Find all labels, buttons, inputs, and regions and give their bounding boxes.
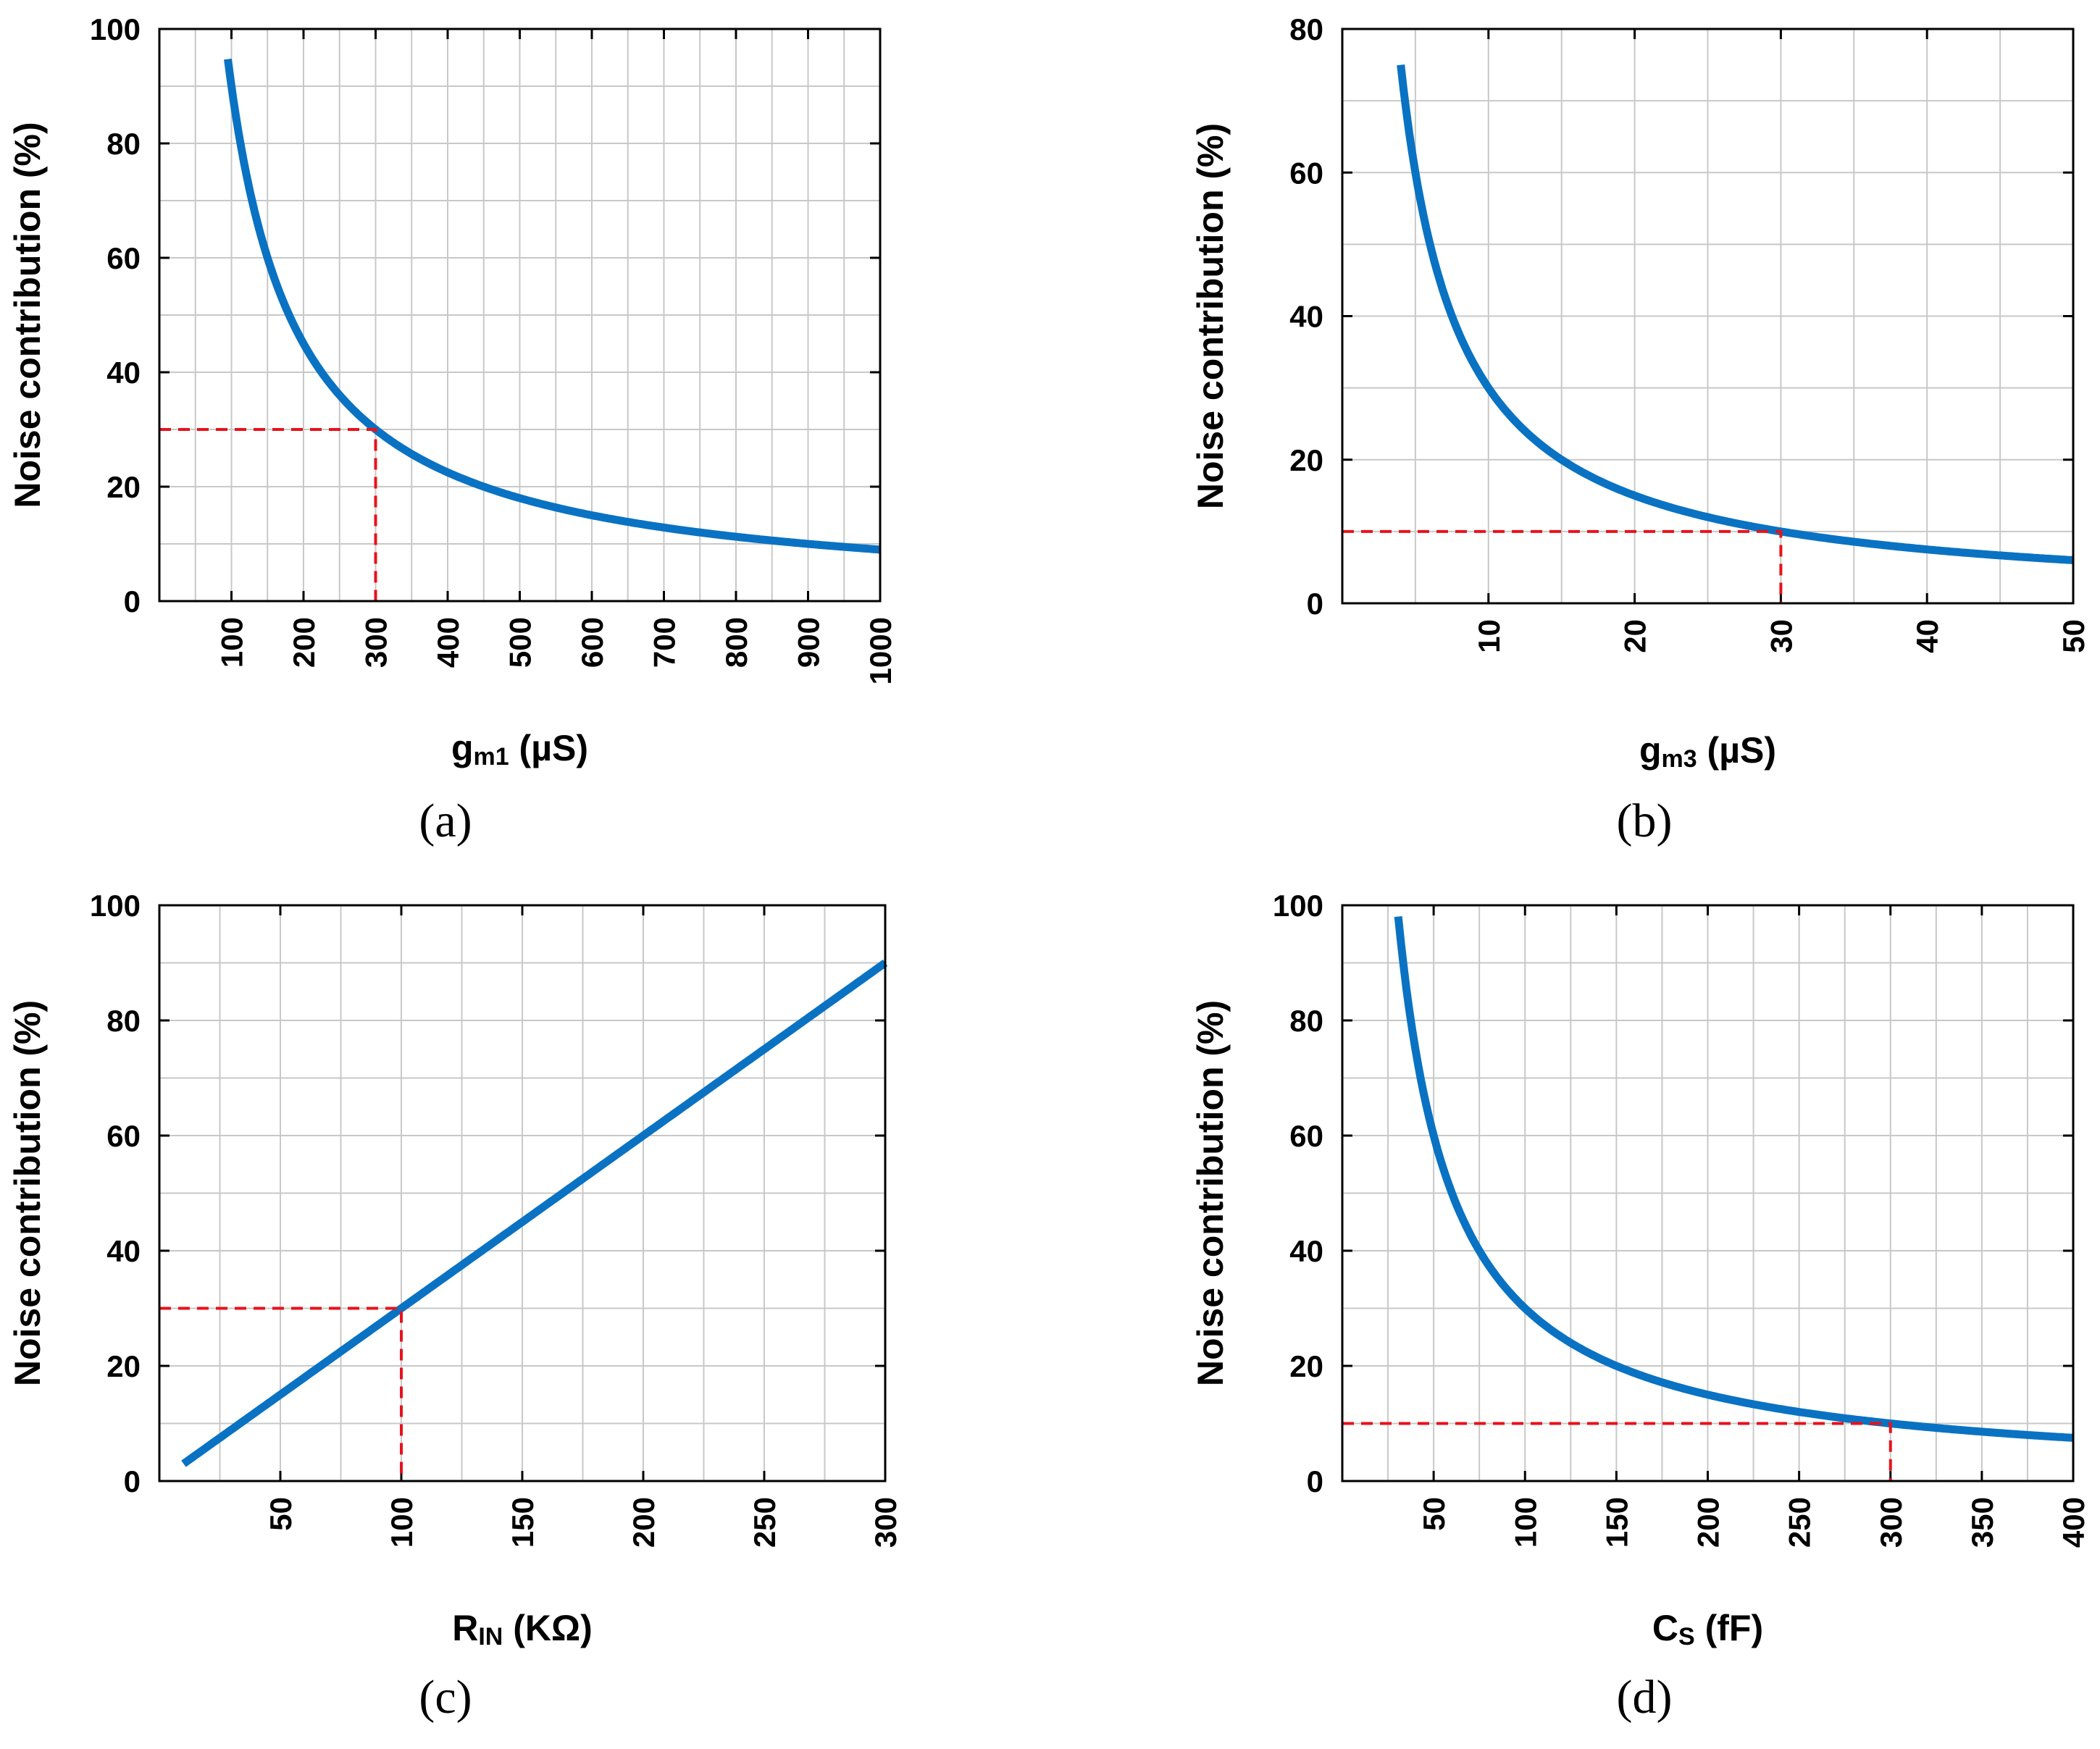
x-tick-label: 250	[748, 1497, 782, 1548]
x-tick-label: 600	[575, 617, 609, 668]
panel-caption: (d)	[1617, 1671, 1673, 1724]
x-axis-title-unit: (fF)	[1695, 1608, 1763, 1648]
x-tick-label: 700	[648, 617, 682, 668]
y-tick-label: 0	[124, 1464, 141, 1498]
x-tick-label: 10	[1472, 619, 1506, 653]
y-tick-label: 100	[90, 12, 141, 46]
x-tick-label: 350	[1965, 1497, 1999, 1548]
panel-caption: (b)	[1617, 794, 1673, 847]
x-tick-label: 40	[1910, 619, 1944, 653]
x-axis-title-subscript: m1	[474, 743, 509, 771]
x-tick-label: 150	[506, 1497, 540, 1548]
x-axis-title-subscript: S	[1678, 1623, 1695, 1651]
x-axis-title-subscript: m3	[1662, 745, 1697, 773]
x-tick-label: 400	[431, 617, 465, 668]
x-tick-label: 300	[1874, 1497, 1908, 1548]
x-tick-label: 1000	[863, 617, 898, 684]
x-tick-label: 50	[2057, 619, 2091, 653]
x-axis-title: gm1 (µS)	[451, 728, 588, 771]
y-tick-label: 40	[1289, 300, 1323, 334]
operating-point-marker	[1342, 529, 1783, 603]
noise-series-line	[1394, 916, 2075, 1442]
operating-point-marker	[159, 428, 377, 601]
y-tick-label: 80	[1289, 12, 1323, 46]
x-axis-title: gm3 (µS)	[1639, 730, 1776, 773]
y-tick-label: 20	[1289, 443, 1323, 477]
plot-frame	[158, 28, 882, 603]
x-tick-label: 150	[1599, 1497, 1633, 1548]
x-tick-label: 200	[627, 1497, 661, 1548]
noise-series-line	[181, 960, 888, 1467]
x-axis-title-unit: (KΩ)	[503, 1608, 592, 1648]
x-tick-label: 400	[2057, 1497, 2091, 1548]
y-axis-title: Noise contribution (%)	[1190, 123, 1231, 509]
panel-caption: (c)	[419, 1671, 472, 1724]
y-tick-label: 60	[1289, 156, 1323, 190]
x-tick-label: 200	[1691, 1497, 1725, 1548]
x-axis-title-unit: (µS)	[1697, 730, 1776, 771]
y-tick-label: 60	[106, 241, 141, 275]
plot-frame	[1341, 904, 2075, 1482]
y-axis-title: Noise contribution (%)	[7, 122, 48, 508]
x-axis-title-subscript: IN	[478, 1623, 503, 1651]
y-tick-label: 100	[1273, 889, 1323, 923]
y-tick-label: 60	[106, 1119, 141, 1153]
x-axis-title: RIN (KΩ)	[452, 1608, 593, 1651]
y-tick-label: 100	[90, 889, 141, 923]
y-tick-label: 20	[106, 470, 141, 504]
y-tick-label: 80	[106, 127, 141, 161]
x-axis-title-main: g	[1639, 730, 1662, 771]
chart-panel: 0 20 40 60 80 100 100 200 300 400 500 600 700 800 900 1…	[7, 12, 898, 847]
y-tick-label: 40	[1289, 1234, 1323, 1268]
y-tick-label: 40	[106, 356, 141, 390]
x-tick-label: 200	[287, 617, 321, 668]
noise-series-line	[224, 58, 882, 554]
chart-panel: 0 20 40 60 80 100 50 100 150 200 250 300 Noise contr…	[7, 889, 903, 1724]
y-axis-title: Noise contribution (%)	[1190, 1000, 1231, 1386]
y-tick-label: 60	[1289, 1119, 1323, 1153]
operating-point-marker	[159, 1306, 403, 1481]
noise-series-line	[1397, 64, 2075, 564]
x-tick-label: 500	[503, 617, 537, 668]
chart-panel: 0 20 40 60 80 100 50 100 150 200 250 300 350 400 Noise…	[1190, 889, 2091, 1724]
x-axis-title-main: R	[452, 1608, 478, 1648]
x-tick-label: 30	[1764, 619, 1798, 653]
y-tick-label: 40	[106, 1234, 141, 1268]
y-tick-label: 20	[106, 1349, 141, 1383]
x-tick-label: 50	[264, 1497, 298, 1531]
x-tick-label: 250	[1783, 1497, 1817, 1548]
x-tick-label: 300	[359, 617, 393, 668]
x-tick-label: 800	[719, 617, 753, 668]
y-tick-label: 80	[1289, 1004, 1323, 1038]
x-tick-label: 20	[1618, 619, 1652, 653]
operating-point-marker	[1342, 1422, 1892, 1481]
y-tick-label: 0	[1307, 1464, 1323, 1498]
x-tick-label: 100	[1508, 1497, 1542, 1548]
y-tick-label: 0	[124, 584, 141, 618]
plot-frame	[158, 904, 887, 1482]
y-tick-label: 80	[106, 1004, 141, 1038]
x-axis-title: CS (fF)	[1652, 1608, 1763, 1651]
x-tick-label: 100	[385, 1497, 419, 1548]
y-tick-label: 0	[1307, 587, 1323, 621]
x-tick-label: 300	[869, 1497, 903, 1548]
x-axis-title-unit: (µS)	[509, 728, 588, 768]
x-axis-title-main: g	[451, 728, 474, 768]
x-axis-title-main: C	[1652, 1608, 1678, 1648]
y-tick-label: 20	[1289, 1349, 1323, 1383]
x-tick-label: 100	[215, 617, 249, 668]
x-tick-label: 50	[1417, 1497, 1451, 1531]
panel-caption: (a)	[419, 794, 472, 847]
plot-frame	[1341, 28, 2075, 605]
y-axis-title: Noise contribution (%)	[7, 1000, 48, 1386]
x-tick-label: 900	[792, 617, 826, 668]
chart-panel: 0 20 40 60 80 10 20 30 40 50 Noise contribution (%…	[1190, 12, 2091, 847]
